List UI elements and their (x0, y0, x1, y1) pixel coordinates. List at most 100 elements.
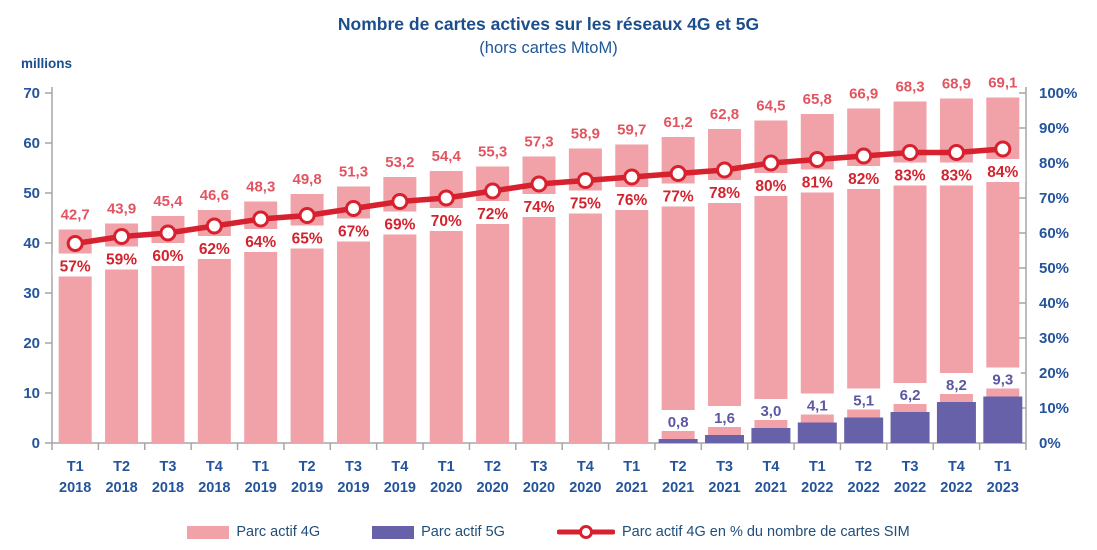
percent-label-box (99, 246, 145, 270)
right-axis-tick-label: 40% (1039, 295, 1069, 312)
percent-label: 70% (431, 213, 462, 230)
percent-label: 83% (941, 168, 972, 185)
percent-label-box (238, 229, 284, 252)
value-label-4g: 51,3 (339, 164, 368, 181)
trend-line-marker (298, 207, 316, 224)
percent-label: 84% (987, 164, 1018, 181)
percent-label: 72% (477, 206, 508, 223)
x-label-year: 2020 (523, 480, 555, 496)
trend-line-marker (159, 224, 177, 242)
percent-label-box (841, 166, 887, 189)
value-label-5g: 0,8 (668, 414, 689, 431)
right-axis-tick-label: 50% (1039, 260, 1069, 277)
right-axis-tick-label: 10% (1039, 400, 1069, 417)
x-label-year: 2022 (940, 480, 972, 496)
trend-line-marker (113, 228, 131, 245)
percent-label: 81% (802, 175, 833, 192)
percent-label-box (933, 162, 979, 186)
value-label-5g: 4,1 (807, 398, 828, 415)
trend-line-marker (855, 147, 873, 165)
trend-line-marker (808, 151, 826, 168)
right-axis-tick-label: 80% (1039, 155, 1069, 172)
value-label-5g-box (892, 383, 929, 404)
percent-label-box (702, 180, 748, 203)
trend-line-marker (994, 140, 1012, 158)
value-label-4g: 68,3 (895, 79, 924, 96)
right-axis-tick-label: 60% (1039, 225, 1069, 242)
x-label-quarter: T4 (206, 459, 223, 475)
bar-5g (797, 422, 837, 443)
percent-label-box (655, 183, 701, 207)
legend-label-4g: Parc actif 4G (236, 524, 321, 540)
x-label-year: 2018 (198, 480, 230, 496)
x-label-year: 2021 (662, 480, 694, 496)
value-label-4g: 66,9 (849, 86, 878, 103)
x-label-year: 2019 (291, 480, 323, 496)
legend-line-marker-icon (556, 525, 615, 539)
percent-label-box (609, 187, 655, 210)
x-label-year: 2020 (569, 480, 601, 496)
value-label-4g: 62,8 (710, 106, 739, 123)
percent-label: 60% (152, 248, 183, 265)
bar-5g (890, 412, 930, 443)
x-label-quarter: T2 (113, 459, 130, 475)
chart-subtitle: (hors cartes MtoM) (479, 39, 618, 57)
x-label-year: 2021 (708, 480, 740, 496)
x-label-year: 2019 (337, 480, 369, 496)
trend-line-marker (66, 235, 84, 252)
value-label-4g: 53,2 (385, 154, 414, 171)
percent-label-box (748, 173, 794, 196)
bar-5g (751, 428, 791, 443)
value-label-4g: 69,1 (988, 75, 1017, 92)
legend-swatch-5g-icon (372, 525, 415, 539)
value-label-5g-box (845, 388, 882, 410)
value-label-4g: 49,8 (292, 171, 321, 188)
left-axis-tick-label: 70 (23, 85, 40, 102)
trend-line-marker (901, 144, 919, 161)
value-label-4g: 42,7 (61, 207, 90, 224)
trend-line-marker (623, 168, 641, 186)
legend-item-5g: Parc actif 5G (372, 524, 505, 540)
x-label-quarter: T2 (299, 459, 316, 475)
value-label-4g: 64,5 (756, 98, 785, 115)
value-label-5g: 3,0 (760, 403, 781, 420)
value-label-5g-box (799, 393, 836, 415)
bar-4g (661, 137, 695, 443)
x-label-quarter: T4 (577, 459, 594, 475)
x-label-quarter: T4 (391, 459, 408, 475)
percent-label-box (423, 208, 469, 231)
trend-line-marker (252, 210, 270, 228)
trend-line-marker (716, 161, 734, 179)
percent-label-box (980, 159, 1026, 182)
left-axis-tick-label: 60 (23, 135, 40, 152)
right-axis-tick-label: 90% (1039, 120, 1069, 137)
percent-label: 77% (663, 189, 694, 206)
x-label-quarter: T2 (670, 459, 687, 475)
value-label-5g: 1,6 (714, 410, 735, 427)
left-axis-unit-label: millions (21, 56, 73, 71)
value-label-4g: 65,8 (803, 91, 832, 108)
percent-label-box (330, 218, 376, 242)
trend-line-marker (344, 200, 362, 217)
x-label-year: 2023 (987, 480, 1019, 496)
right-axis-tick-label: 30% (1039, 330, 1069, 347)
legend-label-line: Parc actif 4G en % du nombre de cartes S… (621, 524, 910, 540)
percent-label: 80% (755, 178, 786, 195)
value-label-5g-box (752, 399, 789, 420)
x-label-year: 2022 (801, 480, 833, 496)
x-label-year: 2018 (152, 480, 184, 496)
value-label-5g-box (938, 373, 975, 394)
x-label-year: 2020 (476, 480, 508, 496)
percent-label: 83% (895, 168, 926, 185)
legend-label-5g: Parc actif 5G (421, 524, 505, 540)
percent-label: 64% (245, 234, 276, 251)
percent-label-box (470, 201, 516, 224)
x-label-quarter: T4 (948, 459, 965, 475)
percent-label: 76% (616, 192, 647, 209)
trend-line-marker (530, 175, 548, 193)
trend-line-marker (437, 189, 455, 207)
x-label-quarter: T3 (902, 459, 919, 475)
trend-line-marker (391, 193, 409, 210)
trend-line-marker (576, 172, 594, 189)
